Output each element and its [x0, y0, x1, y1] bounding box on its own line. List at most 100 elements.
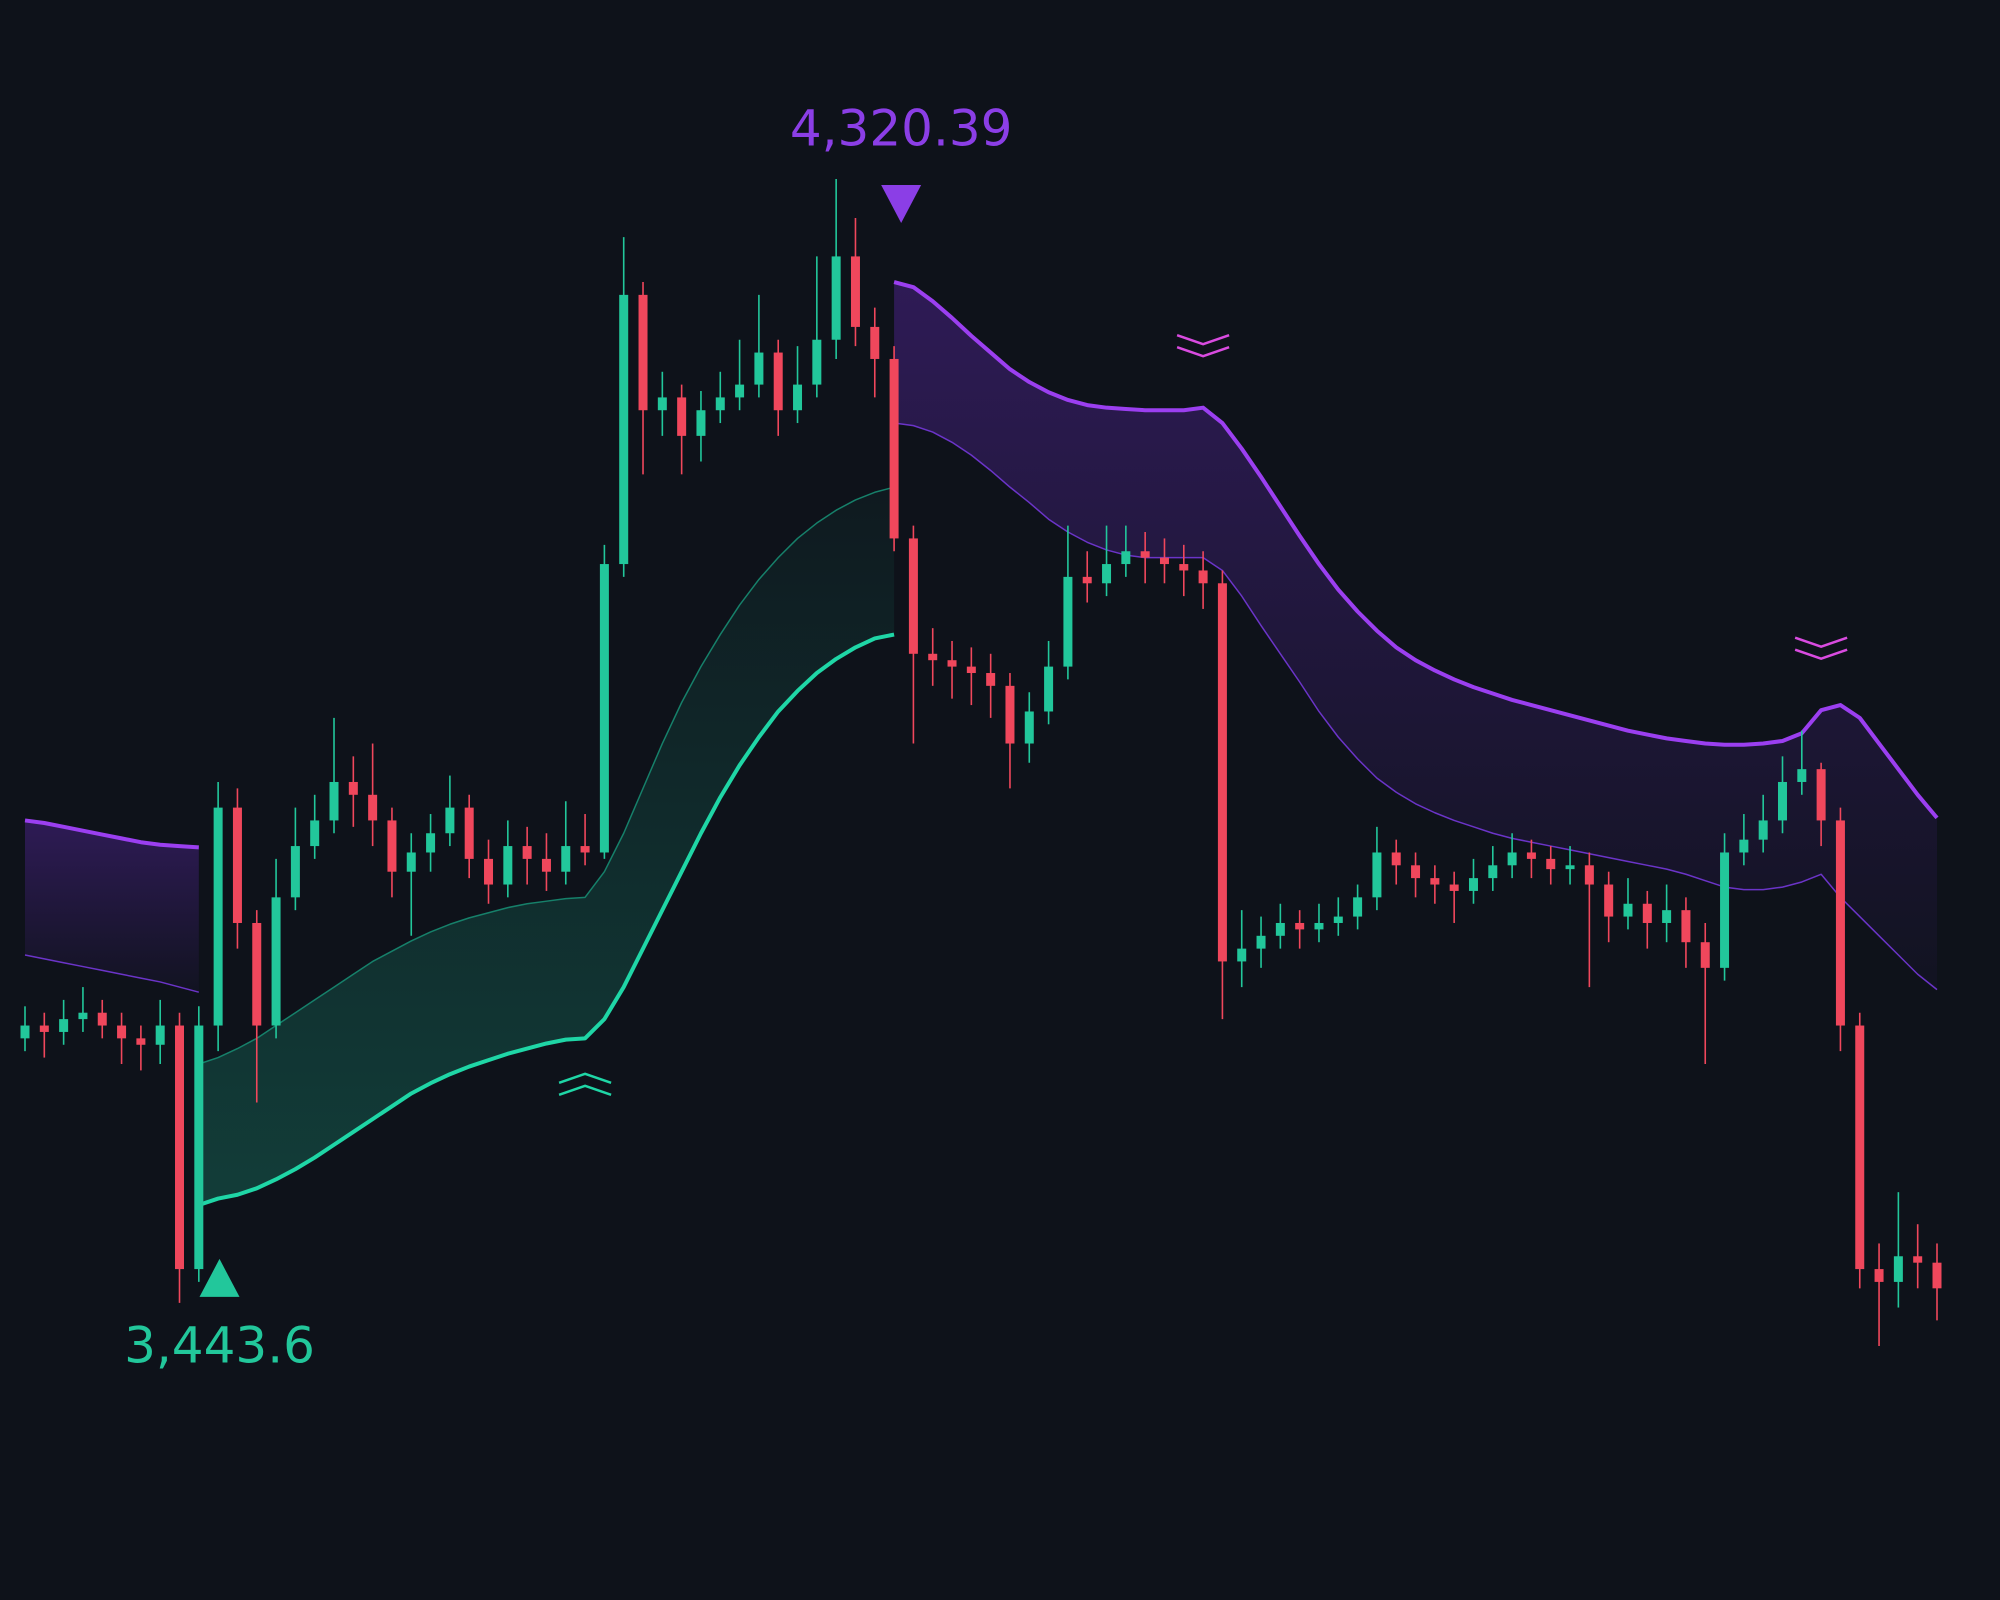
candle-body — [715, 397, 725, 411]
candle-body — [1102, 564, 1112, 584]
candle-body — [503, 846, 513, 885]
candle-body — [1391, 852, 1401, 866]
candle-body — [1430, 878, 1440, 885]
candle-body — [850, 256, 860, 327]
candle-body — [39, 1025, 49, 1032]
candle-body — [870, 326, 880, 359]
candle-body — [1333, 916, 1343, 923]
candle-body — [1893, 1256, 1903, 1282]
candle-body — [1449, 884, 1459, 891]
candle-body — [889, 358, 899, 539]
candle-body — [1913, 1256, 1923, 1263]
candle-body — [1623, 903, 1633, 917]
pivot-high-label: 4,320.39 — [790, 100, 1013, 158]
candle-body — [580, 846, 590, 853]
candle-body — [1275, 922, 1285, 936]
candle-body — [117, 1025, 127, 1039]
band-fill — [25, 820, 199, 993]
candle-body — [793, 384, 803, 411]
candle-body — [1198, 570, 1208, 584]
chevron-stroke — [1794, 648, 1848, 661]
candle-body — [1739, 839, 1749, 853]
candle-body — [1063, 576, 1073, 667]
candle-body — [1681, 910, 1691, 943]
candle-body — [947, 660, 957, 667]
candle-body — [175, 1025, 185, 1270]
candle-body — [368, 794, 378, 821]
candle-body — [310, 820, 320, 847]
candle-body — [329, 781, 339, 821]
candle-body — [252, 922, 262, 1026]
candle-body — [754, 352, 764, 385]
candle-body — [1082, 576, 1092, 584]
candle-body — [484, 858, 494, 885]
candle-body — [522, 846, 532, 859]
candle-body — [1468, 878, 1478, 891]
chevron-stroke — [1176, 333, 1230, 346]
candle-body — [677, 397, 687, 436]
candle-body — [812, 339, 822, 385]
chevron-stroke — [558, 1072, 612, 1085]
candle-body — [213, 807, 223, 1026]
candle-body — [1217, 583, 1227, 962]
chevron-stroke — [558, 1084, 612, 1097]
candle-body — [1295, 922, 1305, 930]
candle-body — [194, 1025, 204, 1270]
candle-body — [1507, 852, 1517, 866]
candle-body — [426, 833, 436, 853]
candle-body — [773, 352, 783, 411]
candle-body — [1758, 820, 1768, 840]
candle-body — [831, 256, 841, 340]
sell-signal — [1794, 636, 1848, 661]
candle-body — [1642, 903, 1652, 923]
candle-body — [464, 807, 474, 859]
candle-body — [1816, 769, 1826, 821]
candle-body — [1024, 711, 1034, 744]
candle-body — [20, 1025, 30, 1039]
candle-body — [1179, 564, 1189, 571]
candle-body — [619, 294, 629, 565]
candle-body — [1874, 1269, 1884, 1282]
pivot-low-marker — [199, 1258, 240, 1297]
band-line — [24, 954, 200, 993]
candle-body — [657, 397, 667, 411]
candle-body — [1662, 910, 1672, 923]
chevron-stroke — [1794, 636, 1848, 649]
candle-body — [78, 1012, 88, 1020]
candle-body — [1604, 884, 1614, 917]
candle-body — [541, 858, 551, 872]
candle-body — [406, 852, 416, 872]
band-line — [24, 818, 199, 850]
candle-body — [1932, 1262, 1942, 1289]
candle-body — [1777, 781, 1787, 821]
candle-body — [1159, 557, 1169, 565]
candle-body — [1488, 865, 1498, 879]
candle-body — [928, 653, 938, 661]
candle-body — [599, 564, 609, 853]
candle-body — [908, 538, 918, 654]
band-fill — [894, 282, 1938, 990]
candle-body — [1140, 551, 1150, 558]
band-line — [893, 280, 1939, 820]
candle-body — [735, 384, 745, 398]
pivot-high-marker — [881, 185, 922, 223]
candle-body — [1546, 858, 1556, 870]
candle-body — [136, 1038, 146, 1045]
band-fill — [198, 487, 895, 1205]
candle-body — [1256, 935, 1266, 949]
candle-body — [1855, 1025, 1865, 1270]
candle-body — [561, 846, 571, 872]
sell-signal — [1176, 333, 1230, 358]
candle-body — [97, 1012, 107, 1026]
candle-body — [696, 410, 706, 436]
candle-body — [387, 820, 397, 872]
candle-body — [1584, 865, 1594, 885]
candle-body — [1314, 922, 1324, 930]
candle-body — [348, 781, 358, 795]
candle-body — [59, 1019, 69, 1032]
buy-signal — [558, 1072, 612, 1097]
chevron-stroke — [1176, 345, 1230, 358]
candle-body — [1372, 852, 1382, 898]
